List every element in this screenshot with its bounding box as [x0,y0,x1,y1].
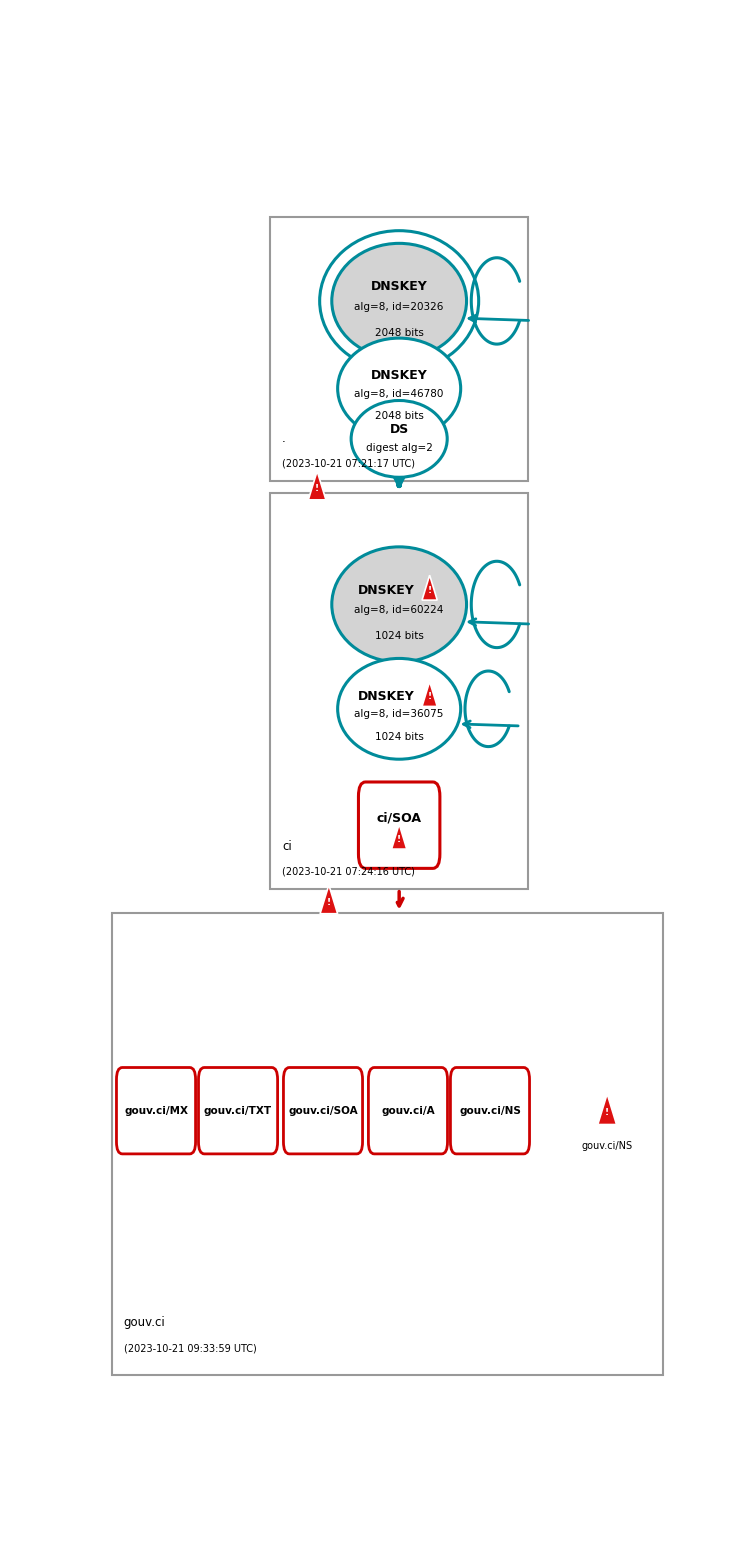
Text: 2048 bits: 2048 bits [375,411,423,421]
Text: 1024 bits: 1024 bits [375,732,423,742]
Text: !: ! [428,586,432,595]
FancyBboxPatch shape [199,1067,277,1154]
Text: gouv.ci/SOA: gouv.ci/SOA [288,1106,358,1116]
Text: DNSKEY: DNSKEY [370,369,428,382]
FancyBboxPatch shape [270,492,528,888]
Text: ci/SOA: ci/SOA [376,812,422,824]
Text: digest alg=2: digest alg=2 [366,444,432,453]
Polygon shape [422,575,437,600]
Text: .: . [282,432,286,446]
Text: 1024 bits: 1024 bits [375,631,423,640]
Text: 2048 bits: 2048 bits [375,327,423,338]
Text: DNSKEY: DNSKEY [370,280,428,293]
Text: DNSKEY: DNSKEY [358,690,414,703]
Text: alg=8, id=36075: alg=8, id=36075 [355,709,444,718]
Text: gouv.ci/A: gouv.ci/A [381,1106,435,1116]
FancyBboxPatch shape [451,1067,529,1154]
Text: (2023-10-21 07:21:17 UTC): (2023-10-21 07:21:17 UTC) [282,460,415,469]
Text: !: ! [315,485,319,492]
Ellipse shape [332,243,466,358]
FancyBboxPatch shape [112,913,663,1374]
Text: (2023-10-21 07:24:16 UTC): (2023-10-21 07:24:16 UTC) [282,866,415,877]
Ellipse shape [338,338,460,439]
Polygon shape [320,885,338,913]
Text: DS: DS [389,422,409,436]
Text: alg=8, id=60224: alg=8, id=60224 [355,605,444,615]
Text: gouv.ci/NS: gouv.ci/NS [459,1106,521,1116]
Text: (2023-10-21 09:33:59 UTC): (2023-10-21 09:33:59 UTC) [124,1343,256,1352]
Text: ci: ci [282,840,292,852]
Polygon shape [422,681,437,706]
Ellipse shape [332,547,466,662]
FancyBboxPatch shape [116,1067,196,1154]
Text: gouv.ci/MX: gouv.ci/MX [124,1106,188,1116]
Polygon shape [308,471,326,500]
Text: gouv.ci/NS: gouv.ci/NS [581,1140,633,1151]
Polygon shape [598,1094,617,1125]
Text: !: ! [605,1108,609,1117]
Text: DNSKEY: DNSKEY [358,584,414,597]
Ellipse shape [351,400,448,477]
FancyBboxPatch shape [368,1067,448,1154]
Text: !: ! [327,897,331,907]
FancyBboxPatch shape [358,782,440,868]
Text: gouv.ci/TXT: gouv.ci/TXT [204,1106,272,1116]
Polygon shape [392,824,407,849]
FancyBboxPatch shape [270,217,528,481]
Ellipse shape [338,659,460,759]
Text: !: ! [428,692,432,701]
Text: !: ! [397,835,401,843]
FancyBboxPatch shape [284,1067,363,1154]
Text: alg=8, id=20326: alg=8, id=20326 [355,302,444,312]
Text: alg=8, id=46780: alg=8, id=46780 [355,388,444,399]
Text: gouv.ci: gouv.ci [124,1317,166,1329]
